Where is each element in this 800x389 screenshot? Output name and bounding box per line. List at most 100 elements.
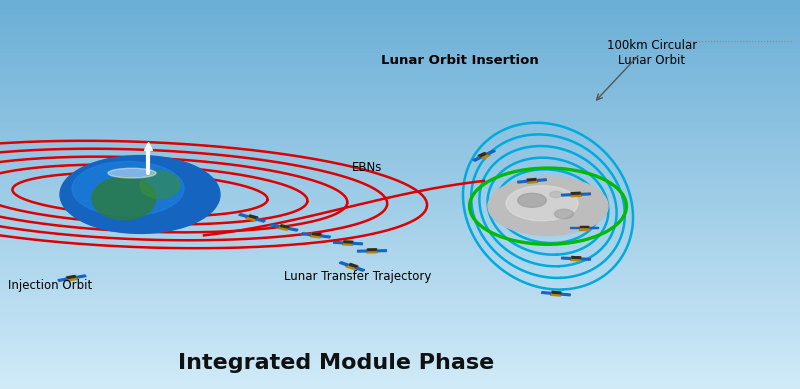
Bar <box>0 374 800 379</box>
Bar <box>0 326 800 331</box>
Bar <box>0 282 800 287</box>
Bar <box>0 78 800 83</box>
Bar <box>0 370 800 374</box>
Circle shape <box>554 209 574 219</box>
Bar <box>0 345 800 350</box>
Circle shape <box>550 191 562 198</box>
Bar <box>0 190 800 194</box>
Bar <box>0 83 800 88</box>
Polygon shape <box>518 180 527 183</box>
Bar <box>0 58 800 63</box>
Bar <box>0 384 800 389</box>
Text: Lunar Orbit Insertion: Lunar Orbit Insertion <box>381 54 539 67</box>
Polygon shape <box>526 179 538 183</box>
Polygon shape <box>582 193 590 195</box>
Text: Injection Orbit: Injection Orbit <box>8 279 92 293</box>
Circle shape <box>506 186 578 221</box>
Bar <box>0 335 800 340</box>
Bar <box>0 88 800 93</box>
Bar <box>0 360 800 365</box>
Polygon shape <box>342 241 354 245</box>
Polygon shape <box>278 225 290 230</box>
Bar <box>0 307 800 311</box>
Polygon shape <box>334 242 342 244</box>
Polygon shape <box>562 257 570 259</box>
Bar <box>0 233 800 238</box>
Bar <box>0 97 800 102</box>
Polygon shape <box>527 179 536 181</box>
Bar <box>0 63 800 68</box>
Polygon shape <box>339 262 349 266</box>
Bar <box>0 19 800 25</box>
Polygon shape <box>312 233 321 235</box>
Bar <box>0 194 800 200</box>
Polygon shape <box>550 291 562 296</box>
Polygon shape <box>561 293 570 296</box>
Polygon shape <box>486 150 495 154</box>
Polygon shape <box>280 225 290 228</box>
Bar <box>0 5 800 10</box>
Bar <box>0 355 800 360</box>
Text: Integrated Module Phase: Integrated Module Phase <box>178 354 494 373</box>
Polygon shape <box>582 258 590 260</box>
Bar <box>0 146 800 151</box>
Polygon shape <box>542 292 551 294</box>
Text: 100km Circular
Lunar Orbit: 100km Circular Lunar Orbit <box>607 39 697 67</box>
Bar <box>0 126 800 131</box>
Bar <box>0 321 800 326</box>
Bar <box>0 292 800 297</box>
Bar <box>0 350 800 355</box>
Bar <box>0 141 800 146</box>
Bar <box>0 136 800 141</box>
Bar <box>0 277 800 282</box>
Bar <box>0 209 800 214</box>
Text: EBNs: EBNs <box>352 161 382 174</box>
Bar <box>0 161 800 165</box>
Bar <box>0 121 800 126</box>
Bar <box>0 224 800 229</box>
Ellipse shape <box>92 177 156 220</box>
Bar <box>0 39 800 44</box>
Bar <box>0 248 800 253</box>
Polygon shape <box>321 235 330 238</box>
Bar <box>0 219 800 224</box>
Polygon shape <box>358 250 366 252</box>
Bar <box>0 258 800 263</box>
Circle shape <box>60 156 220 233</box>
Polygon shape <box>66 275 76 279</box>
Bar <box>0 156 800 160</box>
Polygon shape <box>249 215 258 219</box>
Bar <box>0 29 800 34</box>
Ellipse shape <box>108 168 156 178</box>
Bar <box>0 268 800 272</box>
Bar <box>0 365 800 370</box>
Bar <box>0 15 800 19</box>
Bar <box>0 73 800 78</box>
Polygon shape <box>552 291 561 294</box>
Polygon shape <box>571 193 580 194</box>
Polygon shape <box>570 227 578 228</box>
Bar <box>0 49 800 53</box>
Bar <box>0 175 800 180</box>
Polygon shape <box>537 179 546 181</box>
Polygon shape <box>562 194 570 196</box>
Polygon shape <box>354 243 362 245</box>
Polygon shape <box>310 233 322 238</box>
Text: Lunar Transfer Trajectory: Lunar Transfer Trajectory <box>284 270 431 283</box>
Bar <box>0 107 800 112</box>
Bar <box>0 34 800 39</box>
Polygon shape <box>473 157 482 161</box>
Bar <box>0 228 800 233</box>
Bar <box>0 93 800 97</box>
Polygon shape <box>570 256 582 261</box>
Bar <box>0 340 800 345</box>
Bar <box>0 263 800 268</box>
Bar <box>0 180 800 185</box>
Polygon shape <box>246 215 258 221</box>
Polygon shape <box>572 257 581 259</box>
Polygon shape <box>579 226 589 230</box>
Bar <box>0 296 800 301</box>
Bar <box>0 151 800 156</box>
Bar <box>0 131 800 136</box>
Polygon shape <box>289 228 298 231</box>
